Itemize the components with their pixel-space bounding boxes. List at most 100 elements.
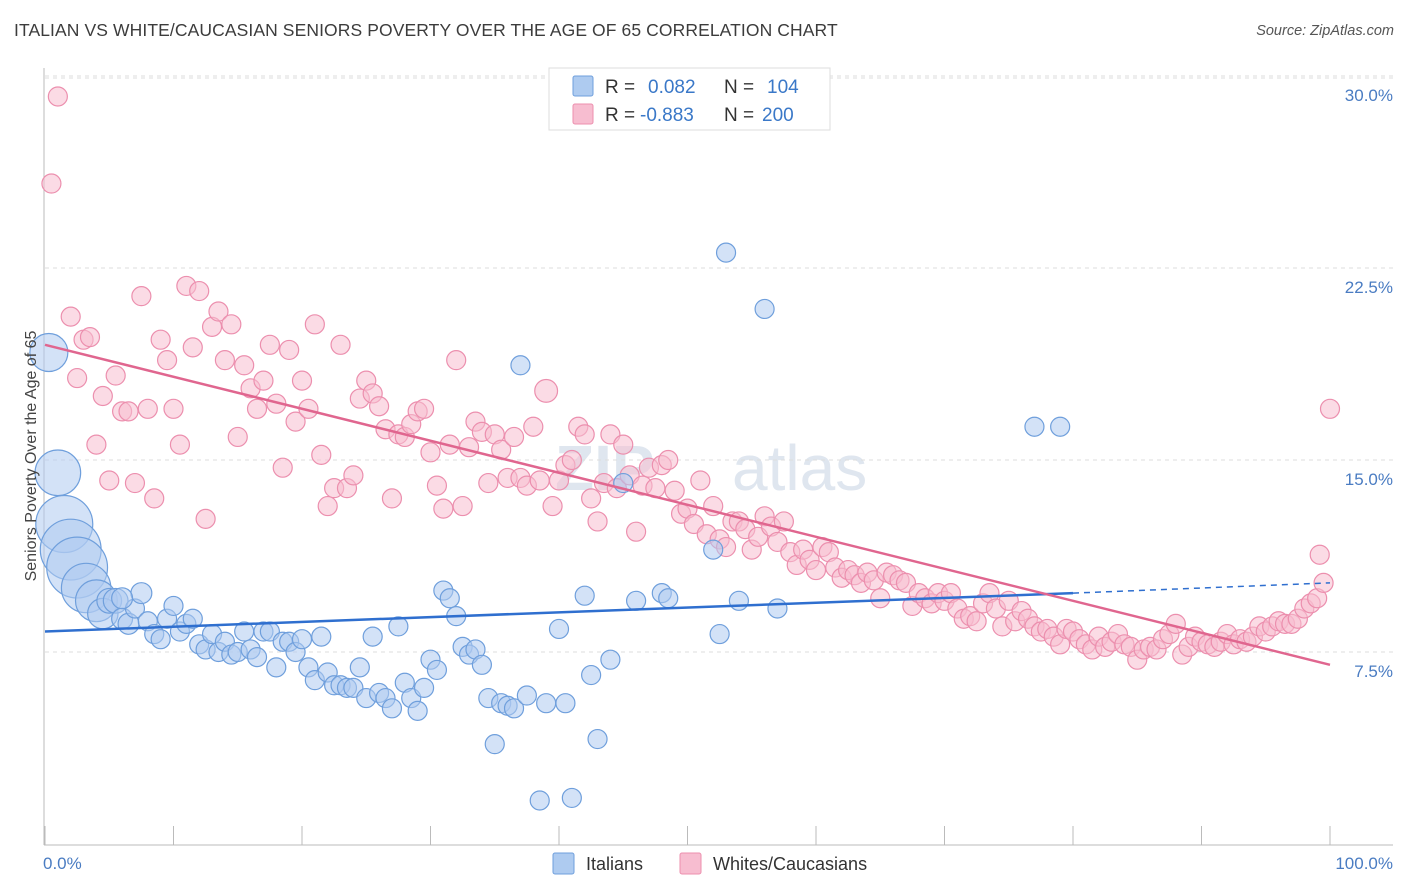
whites-caucasians-point-13 <box>131 286 152 307</box>
italians-trend-line <box>44 591 1074 633</box>
whites-caucasians-point-0 <box>47 86 68 107</box>
italians-point-75 <box>529 790 550 811</box>
whites-caucasians-point-71 <box>503 426 525 448</box>
italians-point-90 <box>715 242 737 263</box>
y-tick-label-2: 22.5% <box>1345 278 1393 297</box>
italians-point-72 <box>503 698 525 719</box>
legend-r-value-2: -0.883 <box>640 105 694 126</box>
whites-caucasians-point-75 <box>529 470 550 491</box>
italians-point-80 <box>574 585 595 606</box>
source-label: Source: ZipAtlas.com <box>1256 23 1394 39</box>
whites-caucasians-point-46 <box>343 465 364 486</box>
italians-point-95 <box>1050 416 1071 437</box>
whites-caucasians-point-31 <box>246 398 268 419</box>
whites-caucasians-point-38 <box>291 370 313 391</box>
whites-caucasians-point-77 <box>542 495 563 517</box>
whites-caucasians-point-21 <box>182 337 203 358</box>
italians-point-91 <box>728 590 750 611</box>
italians-point-92 <box>754 298 775 320</box>
whites-caucasians-point-15 <box>144 488 165 509</box>
italians-point-81 <box>581 664 602 686</box>
italians-point-62 <box>439 588 460 609</box>
whites-caucasians-point-83 <box>581 488 602 509</box>
whites-caucasians-point-7 <box>92 385 113 407</box>
legend-n-value-1: 104 <box>767 77 799 98</box>
whites-caucasians-point-18 <box>163 398 184 419</box>
italians-point-67 <box>471 654 492 675</box>
italians-point-17 <box>150 629 171 650</box>
italians-point-74 <box>516 685 537 706</box>
whites-caucasians-point-84 <box>587 511 608 532</box>
italians-point-19 <box>163 595 184 617</box>
whites-caucasians-point-143 <box>966 611 987 632</box>
series-legend-swatch-italians <box>552 852 575 875</box>
axes <box>43 68 1393 846</box>
whites-caucasians-point-1 <box>41 173 62 194</box>
series-legend-label-whites: Whites/Caucasians <box>713 854 867 874</box>
whites-caucasians-point-6 <box>86 434 107 455</box>
legend-r-value-1: 0.082 <box>648 77 696 98</box>
legend-box <box>548 67 831 131</box>
whites-caucasians-point-44 <box>330 334 351 355</box>
whites-caucasians-point-59 <box>426 475 448 496</box>
italians-point-73 <box>510 355 531 376</box>
italians-point-60 <box>426 659 448 681</box>
whites-caucasians-point-22 <box>189 280 210 302</box>
whites-caucasians-point-42 <box>317 495 338 517</box>
italians-point-22 <box>182 608 203 629</box>
whites-caucasians-point-12 <box>124 472 146 494</box>
y-tick-label-1: 15.0% <box>1345 470 1393 489</box>
whites-caucasians-point-11 <box>118 401 139 422</box>
whites-caucasians-point-17 <box>156 350 178 371</box>
whites-caucasians-point-41 <box>311 444 332 465</box>
italians-point-88 <box>703 539 724 560</box>
italians-point-42 <box>311 626 332 647</box>
italians-point-0 <box>29 332 69 373</box>
whites-caucasians-point-50 <box>369 396 390 417</box>
italians-point-32 <box>246 647 268 668</box>
whites-caucasians-point-82 <box>574 424 595 445</box>
whites-caucasians-point-128 <box>870 588 891 609</box>
whites-caucasians-point-35 <box>272 457 293 478</box>
whites-caucasians-point-27 <box>221 314 242 335</box>
whites-caucasians-point-88 <box>613 434 634 455</box>
whites-caucasians-point-29 <box>234 355 255 376</box>
y-axis-title: Seniors Poverty Over the Age of 65 <box>23 331 40 582</box>
italians-point-39 <box>291 629 313 650</box>
whites-caucasians-point-2 <box>60 306 81 327</box>
legend-n-label-2: N = <box>724 105 754 126</box>
whites-caucasians-point-198 <box>1309 544 1330 565</box>
chart-title: ITALIAN VS WHITE/CAUCASIAN SENIORS POVER… <box>14 20 838 40</box>
whites-caucasians-point-16 <box>150 329 171 350</box>
whites-caucasians-point-199 <box>1319 398 1341 419</box>
italians-point-83 <box>600 649 621 670</box>
italians-point-53 <box>381 698 403 719</box>
whites-caucasians-point-76 <box>534 378 559 403</box>
whites-caucasians-point-5 <box>79 327 101 348</box>
italians-point-79 <box>561 787 582 809</box>
legend-swatch-blue <box>572 75 594 97</box>
whites-caucasians-point-8 <box>99 470 120 491</box>
whites-caucasians-point-96 <box>664 480 685 501</box>
watermark: ZIP atlas <box>555 432 867 504</box>
italians-point-1 <box>34 449 82 497</box>
italians-point-16 <box>111 587 134 610</box>
italians-point-57 <box>407 700 428 721</box>
whites-caucasians-point-40 <box>304 314 325 335</box>
whites-caucasians-point-100 <box>690 470 711 491</box>
x-tick-label-min: 0.0% <box>43 854 82 873</box>
italians-point-35 <box>266 657 287 678</box>
whites-caucasians-point-33 <box>259 334 280 355</box>
whites-caucasians-point-74 <box>523 416 544 437</box>
whites-caucasians-point-37 <box>285 411 306 432</box>
whites-caucasians-point-118 <box>805 559 827 581</box>
y-tick-label-3: 30.0% <box>1345 86 1393 105</box>
whites-caucasians-point-197 <box>1313 572 1334 593</box>
italians-point-58 <box>413 677 435 698</box>
italians-point-78 <box>555 693 576 714</box>
whites-caucasians-point-14 <box>137 398 158 419</box>
correlation-legend: R = 0.082 N = 104 R = -0.883 N = 200 <box>548 67 831 131</box>
italians-point-54 <box>388 616 409 637</box>
whites-caucasians-point-60 <box>433 498 454 519</box>
